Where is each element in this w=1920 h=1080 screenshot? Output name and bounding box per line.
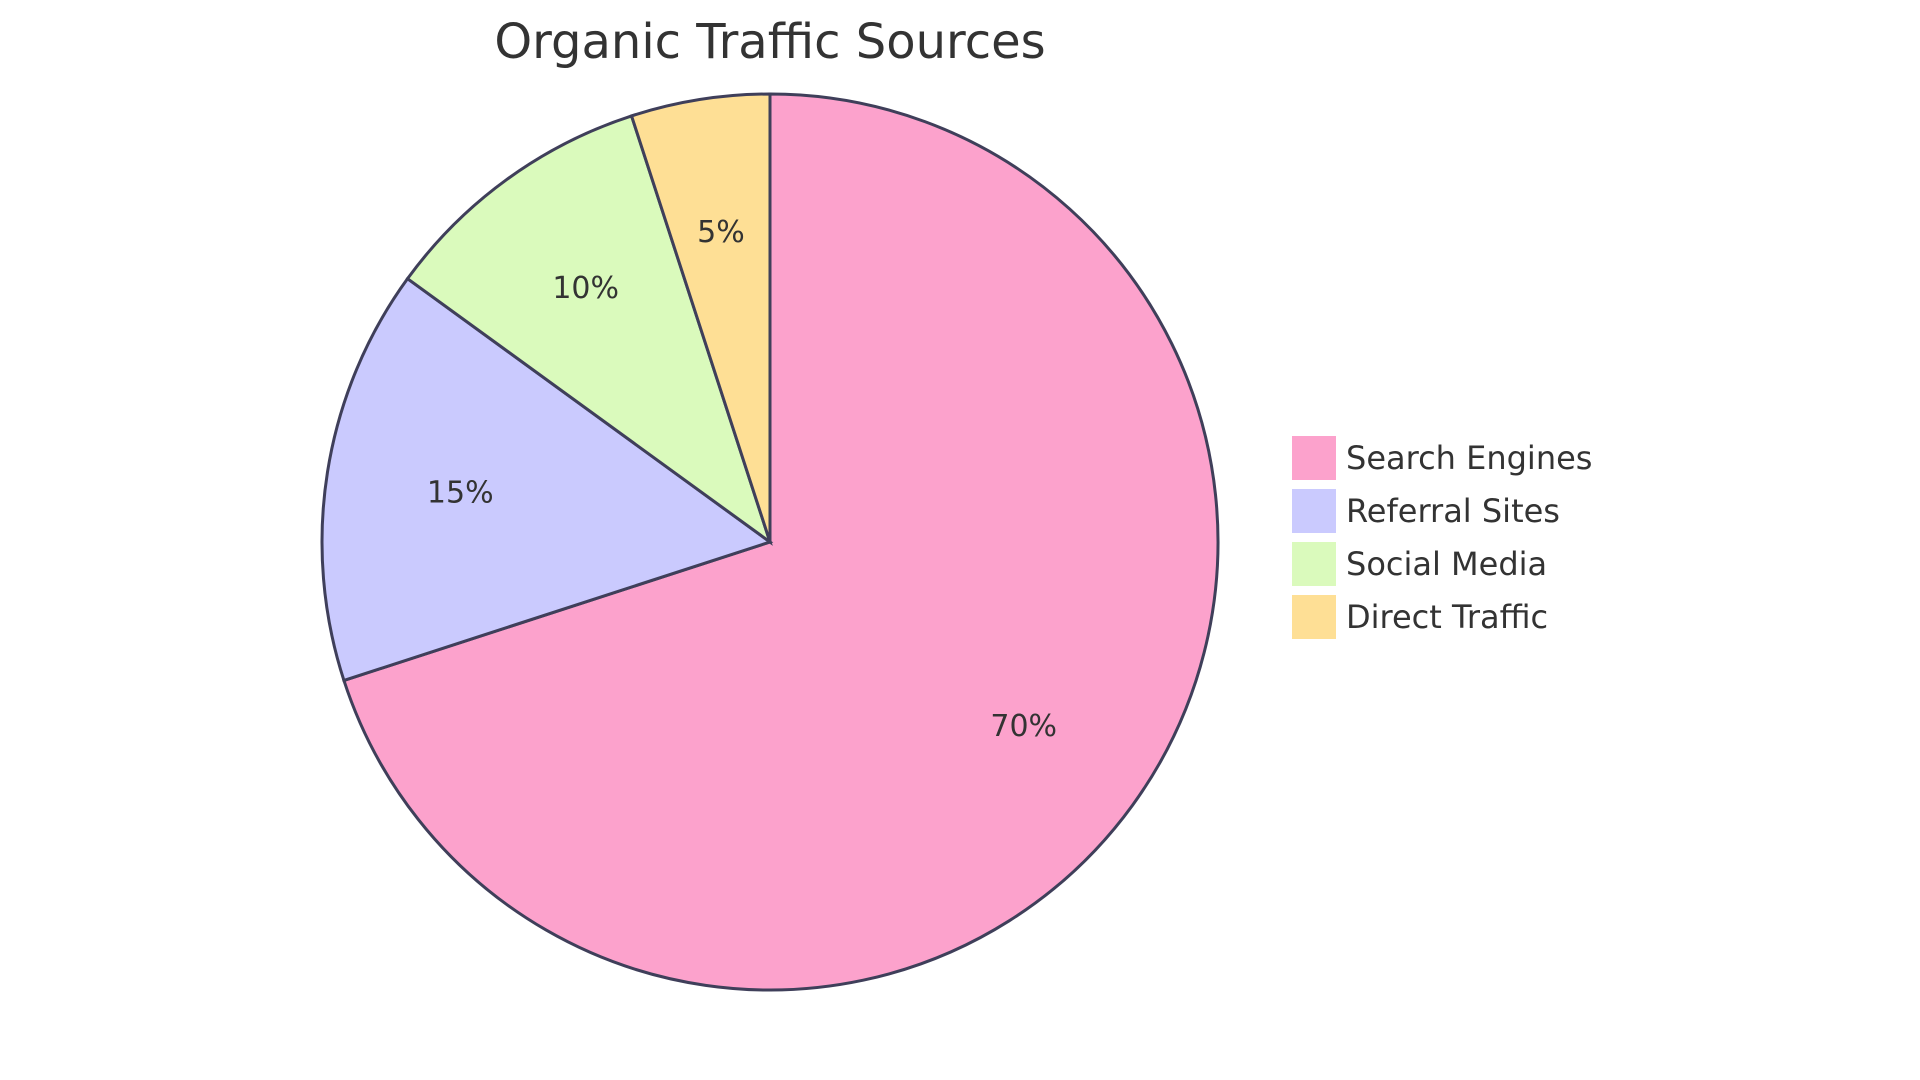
pie-slice-labels: 70% 15% 10% 5% — [427, 215, 1057, 744]
pie-slices — [320, 92, 1220, 992]
legend: Search Engines Referral Sites Social Media… — [1292, 436, 1592, 639]
pie-slice-referral-sites — [320, 276, 774, 683]
pie-slice-direct-traffic — [629, 92, 772, 543]
legend-label-direct-traffic: Direct Traffic — [1346, 598, 1548, 636]
legend-swatch-social-media — [1292, 542, 1336, 586]
pie-slice-search-engines — [342, 92, 1220, 992]
pie-slice-social-media — [405, 114, 773, 546]
legend-label-referral-sites: Referral Sites — [1346, 492, 1560, 530]
slice-label-search-engines: 70% — [990, 709, 1057, 744]
legend-swatch-search-engines — [1292, 436, 1336, 480]
slice-label-referral-sites: 15% — [427, 475, 494, 510]
slice-label-social-media: 10% — [552, 271, 619, 306]
legend-swatch-referral-sites — [1292, 489, 1336, 533]
slice-label-direct-traffic: 5% — [697, 215, 745, 250]
legend-swatch-direct-traffic — [1292, 595, 1336, 639]
legend-label-search-engines: Search Engines — [1346, 439, 1592, 477]
legend-label-social-media: Social Media — [1346, 545, 1547, 583]
chart-title: Organic Traffic Sources — [494, 14, 1045, 70]
